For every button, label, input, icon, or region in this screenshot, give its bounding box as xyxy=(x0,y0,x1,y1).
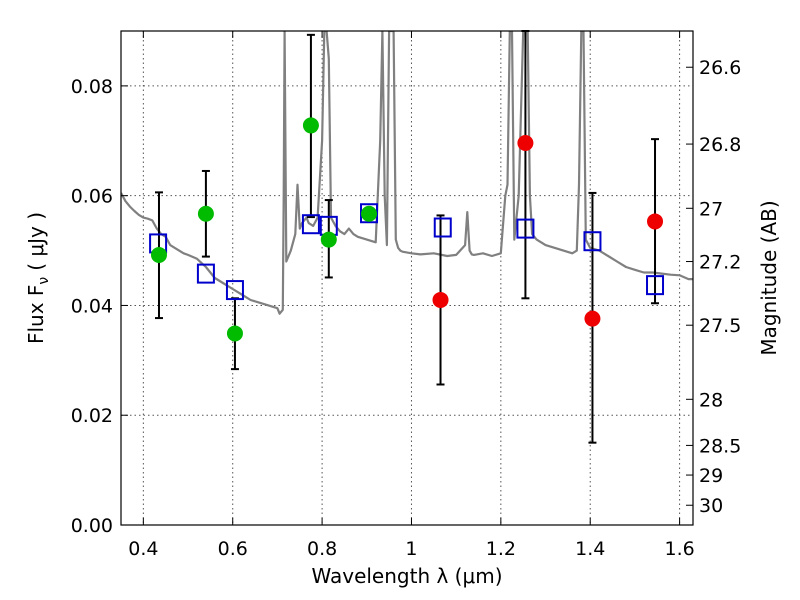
observed-circle-marker xyxy=(517,134,534,151)
observed-circle-marker xyxy=(302,117,319,134)
x-tick-label: 1 xyxy=(405,538,417,560)
y-axis-label-main: Flux F xyxy=(24,285,48,344)
y-tick-label: 0.06 xyxy=(71,186,113,208)
model-square-marker xyxy=(646,275,665,296)
y2-tick-label: 30 xyxy=(699,495,723,517)
model-square-marker xyxy=(583,231,602,252)
x-axis-label: Wavelength λ (μm) xyxy=(311,564,502,588)
grid xyxy=(121,31,693,526)
observed-circle-marker xyxy=(226,325,243,342)
y2-tick-label: 27.2 xyxy=(699,252,741,274)
y-tick-label: 0.02 xyxy=(71,405,113,427)
x-tick-label: 0.8 xyxy=(307,538,337,560)
y2-axis-label: Magnitude (AB) xyxy=(757,200,781,355)
y2-tick-label: 27.5 xyxy=(699,315,741,337)
model-square-marker xyxy=(433,217,452,238)
model-square-marker xyxy=(516,218,535,239)
model-spectrum xyxy=(121,31,693,315)
x-tick-label: 0.6 xyxy=(218,538,248,560)
y2-tick-label: 26.8 xyxy=(699,134,741,156)
y2-tick-label: 27 xyxy=(699,198,723,220)
observed-circle-marker xyxy=(432,291,449,308)
x-tick-labels: 0.4 0.6 0.8 1 1.2 1.4 1.6 xyxy=(128,538,694,560)
y-axis-label-unit: ( μJy ) xyxy=(24,212,48,271)
x-tick-label: 1.2 xyxy=(486,538,516,560)
y-axis-label: Flux Fν ( μJy ) xyxy=(24,212,52,344)
y2-tick-labels: 26.6 26.8 27 27.2 27.5 28 28.5 29 30 xyxy=(699,57,741,517)
observed-circle-marker xyxy=(361,205,378,222)
data-points xyxy=(149,117,665,342)
model-square-marker xyxy=(360,203,379,224)
y-axis-label-sub: ν xyxy=(36,277,52,285)
model-square-marker xyxy=(301,214,320,235)
observed-circle-marker xyxy=(150,246,167,263)
observed-circle-marker xyxy=(584,310,601,327)
observed-circle-marker xyxy=(197,205,214,222)
y-tick-label: 0.08 xyxy=(71,76,113,98)
y2-tick-label: 26.6 xyxy=(699,57,741,79)
observed-circle-marker xyxy=(647,213,664,230)
x-tick-label: 1.4 xyxy=(575,538,605,560)
y-tick-labels: 0.00 0.02 0.04 0.06 0.08 xyxy=(71,76,113,537)
model-square-marker xyxy=(196,263,215,284)
y2-tick-label: 28 xyxy=(699,389,723,411)
x-tick-label: 1.6 xyxy=(664,538,694,560)
y2-tick-label: 29 xyxy=(699,465,723,487)
model-square-marker xyxy=(225,280,244,301)
spectrum-line xyxy=(121,31,693,315)
x-tick-label: 0.4 xyxy=(128,538,158,560)
y-tick-label: 0.04 xyxy=(71,295,113,317)
plot-frame xyxy=(120,30,694,526)
y-tick-label: 0.00 xyxy=(71,515,113,537)
observed-circle-marker xyxy=(320,231,337,248)
y2-tick-label: 28.5 xyxy=(699,435,741,457)
axis-ticks xyxy=(121,31,693,526)
